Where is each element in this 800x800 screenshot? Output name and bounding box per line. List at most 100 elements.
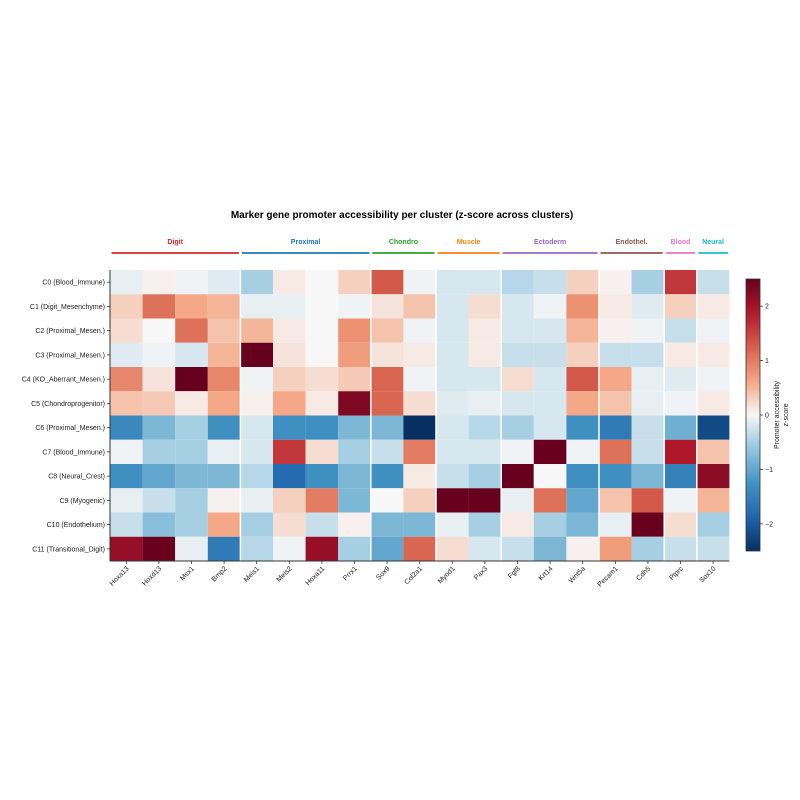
heatmap-cell <box>175 488 208 513</box>
heatmap-cell <box>370 488 404 513</box>
heatmap-cell <box>370 512 404 537</box>
chart-title: Marker gene promoter accessibility per c… <box>231 210 573 221</box>
group-label: Endothel. <box>616 239 648 246</box>
heatmap-cell <box>142 294 176 319</box>
group-label: Neural <box>702 239 724 246</box>
heatmap-cell <box>338 488 371 513</box>
heatmap-cell <box>436 536 469 561</box>
heatmap-cell <box>338 415 371 440</box>
heatmap-cell <box>664 294 697 319</box>
column-label: Col2a1 <box>403 565 424 586</box>
heatmap-cell <box>207 318 241 343</box>
heatmap-cell <box>599 536 632 561</box>
column-label: Wnt5a <box>568 565 587 584</box>
heatmap-cell <box>175 391 208 416</box>
heatmap-cell <box>207 464 241 489</box>
row-label: C0 (Blood_Immune) <box>42 280 105 287</box>
heatmap-cell <box>370 294 404 319</box>
heatmap-cell <box>273 270 306 295</box>
colorbar-tick-label: −2 <box>765 521 773 528</box>
heatmap-cell <box>370 318 404 343</box>
heatmap-cell <box>566 294 599 319</box>
heatmap-cell <box>110 464 143 489</box>
heatmap-cell <box>696 439 730 464</box>
heatmap-cell <box>533 536 567 561</box>
heatmap-cell <box>468 270 502 295</box>
heatmap-cell <box>696 270 730 295</box>
heatmap-cell <box>207 270 241 295</box>
heatmap-cell <box>338 318 371 343</box>
heatmap-cell <box>436 318 469 343</box>
heatmap-cell <box>664 367 697 392</box>
colorbar-label: z-score <box>783 403 790 426</box>
heatmap-cell <box>305 464 339 489</box>
heatmap-cell <box>207 367 241 392</box>
heatmap-cell <box>175 318 208 343</box>
heatmap-cell <box>599 318 632 343</box>
heatmap-cell <box>566 391 599 416</box>
heatmap-cell <box>696 318 730 343</box>
heatmap-cell <box>273 536 306 561</box>
heatmap-cell <box>599 488 632 513</box>
column-label: Myod1 <box>437 565 457 585</box>
heatmap-cell <box>338 439 371 464</box>
row-label: C3 (Proximal_Mesen.) <box>35 352 105 359</box>
heatmap-cell <box>273 439 306 464</box>
heatmap-cell <box>533 294 567 319</box>
heatmap-cell <box>631 342 665 367</box>
heatmap-cell <box>468 391 502 416</box>
heatmap-cell <box>436 464 469 489</box>
heatmap-cell <box>599 512 632 537</box>
heatmap-cell <box>664 512 697 537</box>
row-label: C9 (Myogenic) <box>59 498 105 505</box>
heatmap-cell <box>664 270 697 295</box>
heatmap-cell <box>175 270 208 295</box>
heatmap-cell <box>696 415 730 440</box>
heatmap-cell <box>599 367 632 392</box>
heatmap-cell <box>240 415 273 440</box>
heatmap-cell <box>370 391 404 416</box>
row-label: C2 (Proximal_Mesen.) <box>35 328 105 335</box>
heatmap-cell <box>273 512 306 537</box>
heatmap-cell <box>403 488 436 513</box>
heatmap-cell <box>599 294 632 319</box>
heatmap-cell <box>566 464 599 489</box>
heatmap-cell <box>664 318 697 343</box>
heatmap-cell <box>436 294 469 319</box>
heatmap-cell <box>110 342 143 367</box>
heatmap-cell <box>142 512 176 537</box>
heatmap-cell <box>207 536 241 561</box>
heatmap-cell <box>631 391 665 416</box>
heatmap-cell <box>631 488 665 513</box>
heatmap-cell <box>305 391 339 416</box>
row-labels: C0 (Blood_Immune) C1 (Digit_Mesenchyme) C2… <box>22 280 110 553</box>
column-label: Krt14 <box>538 565 555 582</box>
heatmap-cell <box>631 294 665 319</box>
row-label: C4 (KO_Aberrant_Mesen.) <box>22 377 105 384</box>
heatmap-cell <box>501 367 534 392</box>
heatmap-cell <box>338 512 371 537</box>
heatmap-cell <box>207 439 241 464</box>
heatmap-cell <box>664 415 697 440</box>
heatmap-cell <box>501 391 534 416</box>
heatmap-cell <box>110 294 143 319</box>
heatmap-cell <box>175 342 208 367</box>
heatmap-cell <box>207 415 241 440</box>
heatmap-cell <box>273 367 306 392</box>
heatmap-cell <box>468 342 502 367</box>
heatmap-cell <box>370 536 404 561</box>
heatmap-cell <box>501 415 534 440</box>
heatmap-cell <box>664 439 697 464</box>
heatmap-cell <box>566 367 599 392</box>
heatmap-cell <box>273 294 306 319</box>
heatmap-cell <box>305 536 339 561</box>
heatmap-cell <box>305 512 339 537</box>
heatmap-cell <box>533 512 567 537</box>
heatmap-cell <box>207 488 241 513</box>
heatmap-cell <box>370 367 404 392</box>
column-label: Hoxa11 <box>305 565 327 587</box>
group-label: Muscle <box>457 239 481 246</box>
heatmap-cell <box>468 318 502 343</box>
heatmap-cell <box>403 512 436 537</box>
